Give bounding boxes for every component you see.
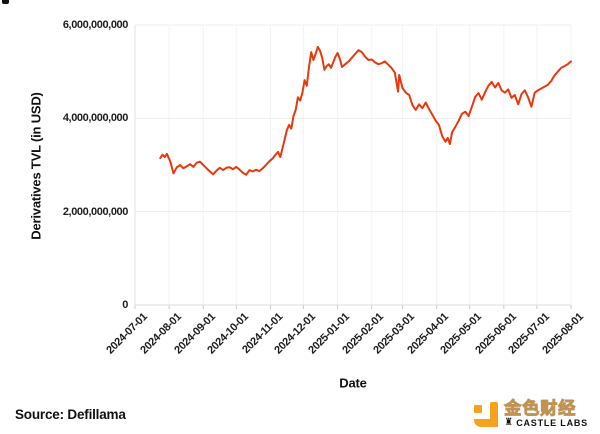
logo-bottom-bar bbox=[474, 419, 499, 427]
x-axis-title: Date bbox=[339, 375, 367, 391]
y-tick-label: 4,000,000,000 bbox=[62, 112, 129, 125]
tvl-line-series bbox=[159, 45, 572, 176]
logo-vertical-bar bbox=[490, 402, 499, 427]
y-tick-label: 6,000,000,000 bbox=[62, 19, 129, 31]
y-tick-label: 0 bbox=[122, 299, 128, 311]
y-tick-label: 2,000,000,000 bbox=[62, 205, 129, 218]
castle-icon: ♜ bbox=[504, 417, 514, 428]
source-note: Source: Defillama bbox=[15, 407, 126, 422]
brand-name-chinese: 金色财经 bbox=[504, 399, 577, 418]
corner-artifact-mark bbox=[2, 0, 9, 4]
brand-lockup: 金色财经 ♜ CASTLE LABS bbox=[474, 399, 588, 429]
brand-en-row: ♜ CASTLE LABS bbox=[504, 417, 588, 429]
brand-name-english: CASTLE LABS bbox=[516, 418, 588, 428]
brand-text-column: 金色财经 ♜ CASTLE LABS bbox=[504, 399, 588, 429]
logo-square-block bbox=[474, 405, 483, 413]
jinse-finance-logo-icon bbox=[474, 402, 499, 427]
y-axis-title: Derivatives TVL (in USD) bbox=[28, 92, 44, 240]
